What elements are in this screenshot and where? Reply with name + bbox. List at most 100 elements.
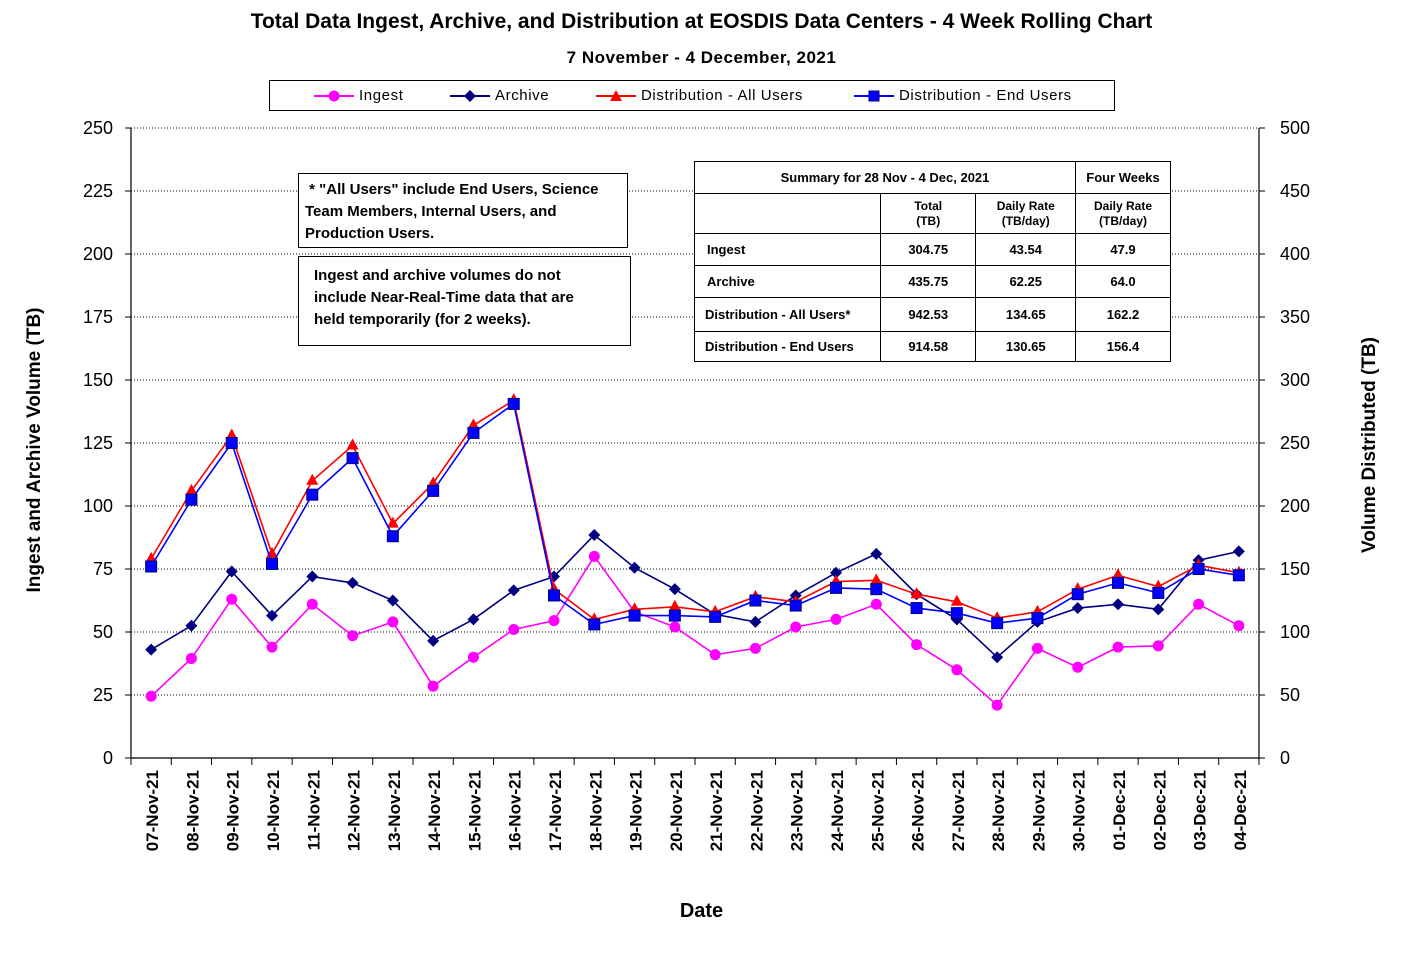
point-archive bbox=[266, 609, 278, 622]
point-archive bbox=[628, 561, 641, 574]
note-line: Production Users. bbox=[305, 225, 435, 242]
summary-header: Summary for 28 Nov - 4 Dec, 2021 bbox=[694, 161, 1076, 194]
row-total: 304.75 bbox=[879, 233, 977, 266]
legend-label-distribution-end: Distribution - End Users bbox=[899, 87, 1072, 104]
legend-label-archive: Archive bbox=[495, 87, 550, 104]
y-tick-label-left: 25 bbox=[93, 685, 113, 705]
point-archive bbox=[1071, 602, 1084, 615]
point-ingest bbox=[1072, 661, 1084, 673]
x-tick-label: 19-Nov-21 bbox=[627, 770, 646, 851]
summary-column-row: Total (TB) Daily Rate (TB/day) Daily Rat… bbox=[694, 193, 1171, 234]
summary-table: Summary for 28 Nov - 4 Dec, 2021 Four We… bbox=[694, 161, 1171, 362]
point-ingest bbox=[226, 593, 238, 605]
point-distribution-end-users bbox=[950, 607, 963, 620]
all-users-note: * "All Users" include End Users, Science… bbox=[298, 173, 628, 248]
point-distribution-end-users bbox=[1071, 588, 1084, 601]
point-distribution-end-users bbox=[1232, 569, 1245, 582]
point-archive bbox=[507, 584, 520, 597]
chart-title: Total Data Ingest, Archive, and Distribu… bbox=[250, 10, 1153, 33]
y-tick-label-right: 350 bbox=[1280, 307, 1310, 327]
x-tick-label: 23-Nov-21 bbox=[788, 770, 807, 851]
x-tick-label: 22-Nov-21 bbox=[747, 770, 766, 851]
point-ingest bbox=[185, 652, 197, 664]
point-ingest bbox=[669, 621, 681, 633]
point-distribution-end-users bbox=[910, 602, 923, 615]
point-distribution-end-users bbox=[1152, 586, 1165, 599]
y-tick-label-left: 125 bbox=[83, 433, 113, 453]
x-tick-label: 02-Dec-21 bbox=[1150, 770, 1169, 850]
point-archive bbox=[306, 570, 319, 583]
row-label: Distribution - End Users bbox=[694, 331, 881, 362]
x-tick-label: 18-Nov-21 bbox=[586, 770, 605, 851]
y-tick-label-left: 250 bbox=[83, 118, 113, 138]
point-distribution-end-users bbox=[709, 610, 722, 623]
summary-row-archive: Archive 435.75 62.25 64.0 bbox=[694, 265, 1171, 298]
point-ingest bbox=[709, 649, 721, 661]
note-line: include Near-Real-Time data that are bbox=[314, 289, 574, 306]
note-line: Ingest and archive volumes do not bbox=[314, 267, 561, 284]
point-distribution-end-users bbox=[749, 594, 762, 607]
point-distribution-all-users bbox=[427, 476, 440, 488]
point-distribution-end-users bbox=[467, 426, 480, 439]
point-archive bbox=[749, 615, 762, 628]
x-tick-label: 09-Nov-21 bbox=[224, 770, 243, 851]
row-label: Ingest bbox=[694, 233, 881, 266]
nrt-note: Ingest and archive volumes do not includ… bbox=[298, 256, 631, 346]
point-ingest bbox=[870, 598, 882, 610]
point-archive bbox=[1112, 598, 1124, 611]
point-distribution-all-users bbox=[346, 438, 359, 450]
note-line: Team Members, Internal Users, and bbox=[305, 203, 557, 220]
point-ingest bbox=[951, 664, 963, 676]
point-archive bbox=[386, 594, 399, 607]
summary-row-distribution-all: Distribution - All Users* 942.53 134.65 … bbox=[694, 297, 1171, 332]
point-distribution-end-users bbox=[870, 583, 883, 596]
x-tick-label: 17-Nov-21 bbox=[546, 770, 565, 851]
x-tick-label: 11-Nov-21 bbox=[304, 770, 323, 850]
summary-blank-cell bbox=[694, 193, 881, 234]
col-label: Daily Rate bbox=[1093, 198, 1153, 213]
summary-header-row: Summary for 28 Nov - 4 Dec, 2021 Four We… bbox=[694, 161, 1171, 194]
y-tick-label-right: 450 bbox=[1280, 181, 1310, 201]
series-line-distribution-all-users bbox=[150, 398, 1240, 621]
row-daily: 134.65 bbox=[975, 297, 1076, 332]
x-tick-label: 16-Nov-21 bbox=[506, 770, 525, 851]
point-ingest bbox=[467, 651, 479, 663]
point-distribution-all-users bbox=[950, 594, 963, 606]
col-label: Daily Rate bbox=[996, 198, 1055, 213]
point-distribution-end-users bbox=[1192, 563, 1205, 575]
x-tick-label: 07-Nov-21 bbox=[143, 770, 162, 851]
point-distribution-end-users bbox=[185, 493, 198, 506]
row-total: 942.53 bbox=[879, 297, 977, 332]
point-distribution-all-users bbox=[386, 516, 399, 528]
point-ingest bbox=[991, 699, 1003, 711]
point-distribution-end-users bbox=[1112, 576, 1124, 589]
y-axis-title-right: Volume Distributed (TB) bbox=[1359, 336, 1380, 554]
legend-label-ingest: Ingest bbox=[359, 87, 404, 104]
summary-row-ingest: Ingest 304.75 43.54 47.9 bbox=[694, 233, 1171, 266]
point-archive bbox=[346, 576, 359, 589]
legend-label-distribution-all: Distribution - All Users bbox=[641, 87, 803, 104]
note-line: * "All Users" include End Users, Science bbox=[305, 181, 599, 198]
point-ingest bbox=[1112, 641, 1124, 653]
legend-marker-archive bbox=[464, 90, 476, 102]
point-distribution-end-users bbox=[427, 484, 440, 497]
row-label: Distribution - All Users* bbox=[694, 297, 881, 332]
point-ingest bbox=[387, 616, 399, 628]
summary-col-four-weeks: Daily Rate (TB/day) bbox=[1075, 193, 1171, 234]
point-distribution-end-users bbox=[548, 589, 560, 602]
x-tick-label: 25-Nov-21 bbox=[868, 770, 887, 851]
point-ingest bbox=[508, 623, 520, 635]
x-tick-label: 26-Nov-21 bbox=[909, 770, 928, 851]
y-tick-label-left: 0 bbox=[103, 748, 113, 768]
row-daily: 43.54 bbox=[975, 233, 1076, 266]
legend-marker-distribution-end bbox=[868, 90, 880, 102]
point-ingest bbox=[1031, 642, 1043, 654]
point-distribution-end-users bbox=[991, 617, 1004, 630]
point-ingest bbox=[790, 621, 802, 633]
note-line: held temporarily (for 2 weeks). bbox=[314, 311, 531, 328]
point-archive bbox=[145, 643, 158, 656]
summary-col-daily: Daily Rate (TB/day) bbox=[975, 193, 1076, 234]
col-unit: (TB) bbox=[916, 213, 941, 228]
x-tick-label: 24-Nov-21 bbox=[828, 770, 847, 851]
